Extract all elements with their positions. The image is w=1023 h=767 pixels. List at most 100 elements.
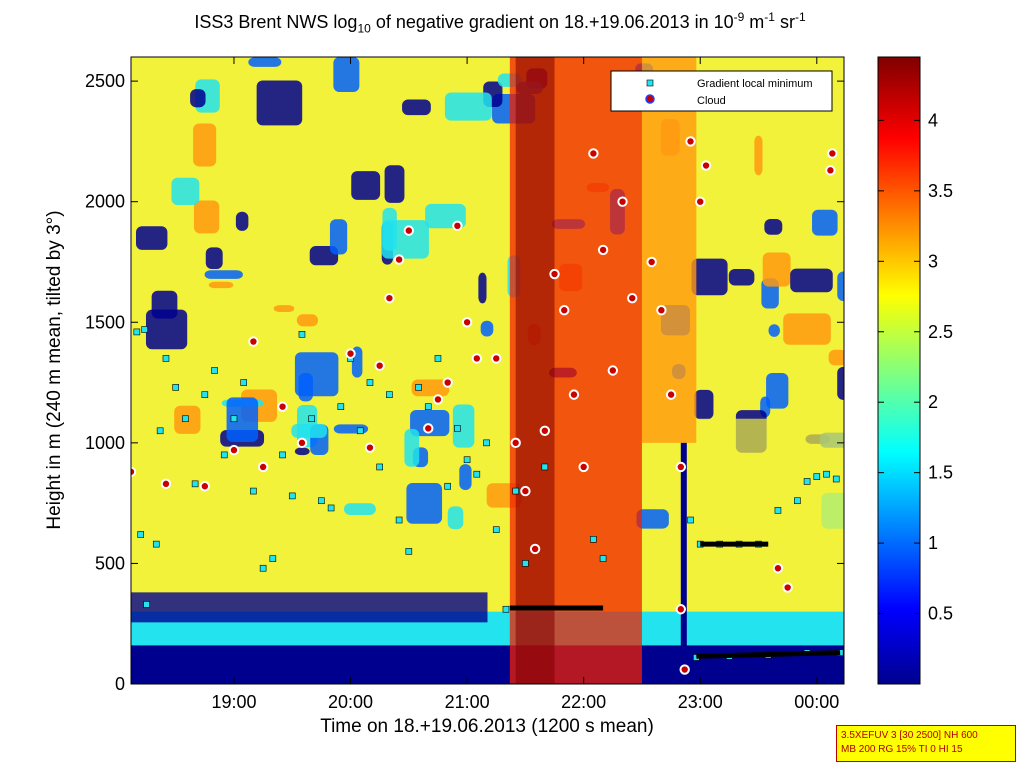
x-tick-label: 23:00	[678, 692, 723, 712]
title-exponent-2: -1	[764, 10, 775, 24]
heatmap-patch	[812, 209, 838, 236]
heatmap-patch	[694, 389, 714, 420]
heatmap-patch	[402, 99, 431, 116]
gradient-minimum-marker	[687, 516, 694, 524]
cloud-marker	[578, 461, 589, 473]
legend-box	[610, 70, 833, 112]
legend-square-icon	[646, 79, 654, 87]
y-tick-label: 1500	[85, 312, 125, 332]
colorbar-tick-label: 2	[928, 392, 938, 412]
y-tick-label: 0	[115, 674, 125, 694]
gradient-minimum-marker	[201, 391, 209, 398]
cloud-marker	[568, 389, 580, 400]
y-tick-label: 2500	[85, 71, 125, 91]
heatmap-patch	[728, 268, 755, 286]
cloud-marker	[374, 360, 385, 371]
gradient-minimum-marker	[162, 355, 170, 362]
gradient-minimum-marker	[220, 451, 228, 459]
gradient-minimum-marker	[288, 492, 296, 500]
title-prefix: ISS3 Brent NWS log	[194, 12, 358, 32]
heatmap-patch	[333, 57, 360, 93]
gradient-minimum-marker	[269, 555, 277, 562]
gradient-minimum-marker	[156, 427, 164, 435]
heatmap-patch	[837, 271, 844, 302]
heatmap-patch	[478, 272, 487, 304]
gradient-minimum-marker	[434, 355, 442, 362]
cloud-marker	[559, 305, 570, 316]
cloud-marker	[199, 481, 211, 492]
heatmap-patch	[381, 220, 429, 259]
heatmap-patch	[691, 258, 728, 296]
colorbar-tick-label: 1.5	[928, 463, 953, 483]
heatmap-patch	[828, 349, 844, 366]
info-line-2: MB 200 RG 15% TI 0 HI 15	[841, 744, 963, 755]
cloud-marker	[432, 394, 444, 405]
gradient-minimum-marker	[502, 605, 510, 613]
heatmap-patch	[294, 447, 310, 456]
cloud-marker	[827, 148, 838, 159]
heatmap-patch	[329, 219, 348, 255]
dense-marker-line	[696, 650, 841, 659]
heatmap-patch	[783, 313, 831, 345]
marker-layer	[131, 136, 844, 675]
gradient-minimum-marker	[230, 415, 238, 423]
gradient-minimum-marker	[386, 391, 393, 398]
info-line-1: 3.5XEFUV 3 [30 2500] NH 600	[841, 730, 978, 741]
colorbar-tick-label: 3.5	[928, 181, 953, 201]
colorbar	[877, 56, 921, 685]
x-axis-label: Time on 18.+19.06.2013 (1200 s mean)	[320, 716, 654, 737]
heatmap-patch	[135, 226, 168, 250]
plot-frame	[130, 56, 845, 685]
heatmap-patch	[837, 366, 844, 400]
cloud-marker	[277, 401, 288, 412]
gradient-minimum-marker	[832, 475, 840, 483]
cloud-marker	[665, 389, 677, 400]
cloud-marker	[549, 268, 560, 280]
gradient-minimum-marker	[240, 379, 247, 386]
cloud-marker	[772, 563, 784, 574]
cloud-marker	[228, 444, 240, 456]
gradient-minimum-marker	[356, 427, 364, 435]
gradient-minimum-marker	[463, 456, 471, 464]
title-exponent-1: -9	[733, 10, 745, 24]
gradient-minimum-marker	[133, 328, 141, 336]
y-tick-label: 2000	[85, 192, 125, 212]
heatmap-base	[131, 57, 844, 684]
heatmap-patch	[411, 379, 450, 397]
heatmap-patch	[406, 483, 443, 524]
cloud-marker	[679, 664, 690, 675]
gradient-minimum-marker	[803, 478, 811, 485]
gradient-minimum-marker	[454, 425, 461, 432]
gradient-minimum-marker	[492, 526, 500, 533]
heatmap-patch	[291, 423, 328, 438]
heatmap-patch	[294, 352, 339, 397]
cloud-marker	[257, 461, 269, 473]
gradient-minimum-marker	[279, 451, 286, 459]
heatmap-patch	[444, 92, 492, 121]
gradient-minimum-marker	[823, 470, 830, 478]
cloud-marker	[588, 148, 599, 159]
heatmap-patch	[204, 270, 243, 279]
heatmap-patch	[764, 218, 783, 235]
cloud-marker	[393, 254, 405, 265]
heatmap-patch	[205, 247, 223, 270]
info-box: 3.5XEFUV 3 [30 2500] NH 600 MB 200 RG 15…	[836, 725, 1016, 762]
colorbar-axis: 0.5 1 1.5 2 2.5 3 3.5 4	[878, 110, 953, 624]
legend-entry-gradient: Gradient local minimum	[697, 78, 813, 90]
heatmap-patch	[145, 309, 188, 350]
gradient-minimum-marker	[522, 560, 529, 567]
cloud-marker	[782, 582, 793, 593]
gradient-minimum-marker	[395, 516, 403, 524]
cloud-marker	[825, 165, 836, 176]
gradient-minimum-marker	[366, 379, 374, 386]
heatmap-patch	[754, 135, 763, 176]
x-tick-label: 19:00	[211, 692, 256, 712]
heatmap-region	[696, 418, 844, 540]
heatmap-patch	[273, 305, 295, 313]
heatmap-patch	[296, 314, 319, 327]
heatmap-patch	[447, 506, 464, 530]
heatmap-layer	[131, 57, 844, 684]
x-tick-label: 00:00	[794, 692, 839, 712]
cloud-marker	[296, 437, 308, 449]
cloud-marker	[384, 292, 395, 304]
